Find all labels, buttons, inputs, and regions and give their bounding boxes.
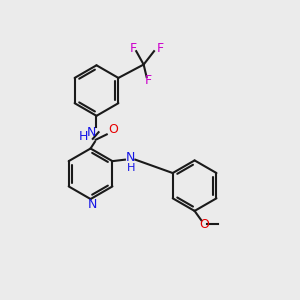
Text: N: N	[87, 198, 97, 211]
Text: N: N	[87, 126, 96, 139]
Text: H: H	[78, 130, 88, 143]
Text: N: N	[126, 151, 135, 164]
Text: F: F	[156, 42, 164, 55]
Text: O: O	[199, 218, 209, 231]
Text: O: O	[108, 123, 118, 136]
Text: F: F	[130, 42, 137, 55]
Text: H: H	[127, 163, 135, 173]
Text: F: F	[145, 74, 152, 87]
